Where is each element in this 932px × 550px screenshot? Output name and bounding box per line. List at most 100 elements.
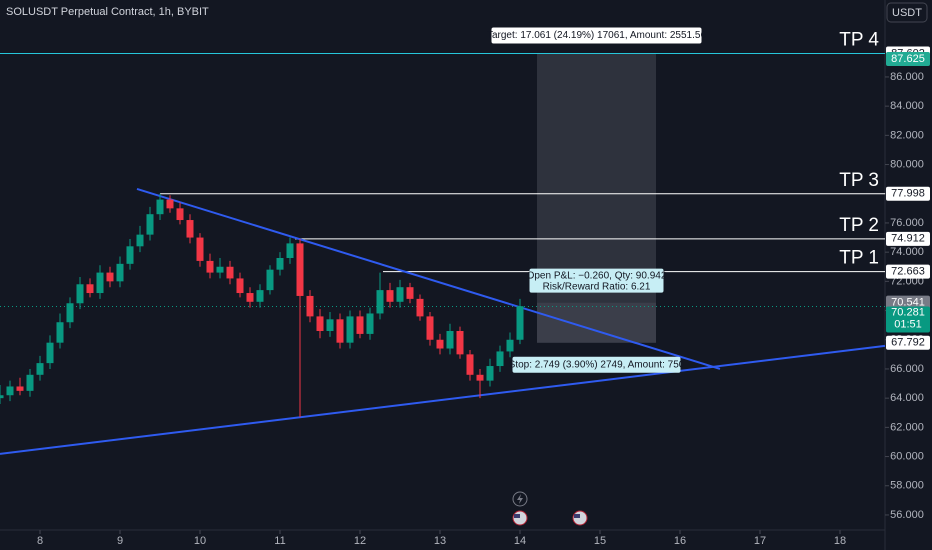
candle-body: [356, 316, 364, 334]
event-icon[interactable]: [512, 491, 528, 507]
x-tick-label: 12: [354, 535, 366, 547]
candle-body: [116, 263, 124, 282]
candle-body: [96, 272, 104, 294]
x-tick-label: 16: [674, 535, 686, 547]
candle-body: [106, 272, 114, 282]
x-tick-label: 11: [274, 535, 285, 547]
countdown-label: 01:51: [894, 318, 922, 330]
candle-body: [296, 243, 304, 296]
y-tick-label: 76.000: [890, 217, 924, 229]
candle-body: [206, 260, 214, 273]
candle-body: [26, 374, 34, 391]
candle-body: [226, 266, 234, 279]
candle-body: [436, 339, 444, 349]
candle-body: [416, 298, 424, 317]
alert-tag-label: 87.625: [891, 53, 925, 65]
candle-body: [126, 246, 134, 264]
price-tag: [886, 231, 930, 246]
candle-body: [466, 354, 474, 375]
y-tick-label: 66.000: [890, 363, 924, 375]
candle-body: [36, 363, 44, 375]
y-tick-label: 64.000: [890, 392, 924, 404]
y-tick-label: 84.000: [890, 100, 924, 112]
candle-body: [316, 316, 324, 331]
x-tick-label: 8: [37, 535, 43, 547]
chart-title: SOLUSDT Perpetual Contract, 1h, BYBIT: [6, 6, 209, 18]
alert-tag: [886, 52, 930, 67]
x-tick-label: 14: [514, 535, 526, 547]
y-tick-label: 82.000: [890, 129, 924, 141]
candle-body: [16, 386, 24, 391]
target-zone: [537, 53, 656, 303]
candle-body: [326, 319, 334, 331]
candle-body: [396, 287, 404, 302]
currency-button[interactable]: USDT: [886, 2, 928, 23]
candle-body: [246, 293, 254, 302]
candle-body: [166, 199, 174, 209]
y-tick-label: 86.000: [890, 71, 924, 83]
entry-tag-label: 70.541: [891, 297, 925, 309]
candle-body: [426, 316, 434, 340]
event-icon-bolt: [517, 494, 523, 504]
candle-body: [86, 284, 94, 294]
y-tick-label: 74.000: [890, 246, 924, 258]
x-tick-label: 15: [594, 535, 606, 547]
pnl-label: Open P&L: −0.260, Qty: 90.942: [527, 270, 667, 281]
stop-label-box: [512, 356, 681, 373]
stop-tag: [886, 335, 930, 350]
y-tick-label: 56.000: [890, 509, 924, 521]
candle-body: [306, 295, 314, 317]
target-label: Target: 17.061 (24.19%) 17061, Amount: 2…: [487, 30, 706, 41]
trendline: [0, 344, 886, 455]
currency-button-label[interactable]: USDT: [892, 7, 922, 19]
event-icons: [512, 491, 588, 526]
current-price-tag: [886, 306, 930, 333]
level-name: TP 3: [839, 170, 879, 191]
candle-body: [516, 306, 524, 340]
candle-body: [506, 339, 514, 352]
price-tag: [886, 186, 930, 201]
candle-body: [336, 319, 344, 343]
candle-body: [236, 278, 244, 294]
candle-body: [66, 303, 74, 323]
pnl-label-box: [529, 268, 664, 293]
candle-body: [6, 386, 14, 396]
candle-body: [276, 257, 284, 270]
price-tag-label: 77.998: [891, 188, 925, 200]
candle-body: [136, 234, 144, 247]
level-name: TP 4: [839, 30, 879, 51]
x-tick-label: 17: [754, 535, 766, 547]
candle-body: [476, 374, 484, 381]
candle-body: [406, 287, 414, 299]
candle-body: [256, 290, 264, 302]
y-tick-label: 80.000: [890, 158, 924, 170]
x-tick-label: 18: [834, 535, 846, 547]
candle-body: [56, 322, 64, 343]
candle-body: [266, 269, 274, 291]
candle-body: [216, 266, 224, 273]
y-tick-label: 60.000: [890, 450, 924, 462]
target-label-box: [491, 27, 702, 44]
candle-body: [156, 199, 164, 215]
candle-body: [146, 214, 154, 235]
candle-body: [176, 208, 184, 221]
stop-tag-label: 67.792: [891, 337, 925, 349]
flag-canton: [514, 514, 520, 518]
flag-canton: [574, 514, 580, 518]
candle-body: [186, 220, 194, 238]
candle-body: [456, 330, 464, 355]
current-price-label: 70.281: [891, 306, 925, 318]
candle-body: [386, 290, 394, 302]
stop-zone: [537, 302, 656, 343]
y-tick-label: 58.000: [890, 480, 924, 492]
candle-body: [376, 290, 384, 314]
y-tick-label: 62.000: [890, 421, 924, 433]
x-tick-label: 9: [117, 535, 123, 547]
candle-body: [286, 243, 294, 258]
price-tag-label: 74.912: [891, 233, 925, 245]
currency-button-box[interactable]: [886, 2, 928, 23]
candle-body: [46, 342, 54, 364]
candle-body: [346, 316, 354, 343]
